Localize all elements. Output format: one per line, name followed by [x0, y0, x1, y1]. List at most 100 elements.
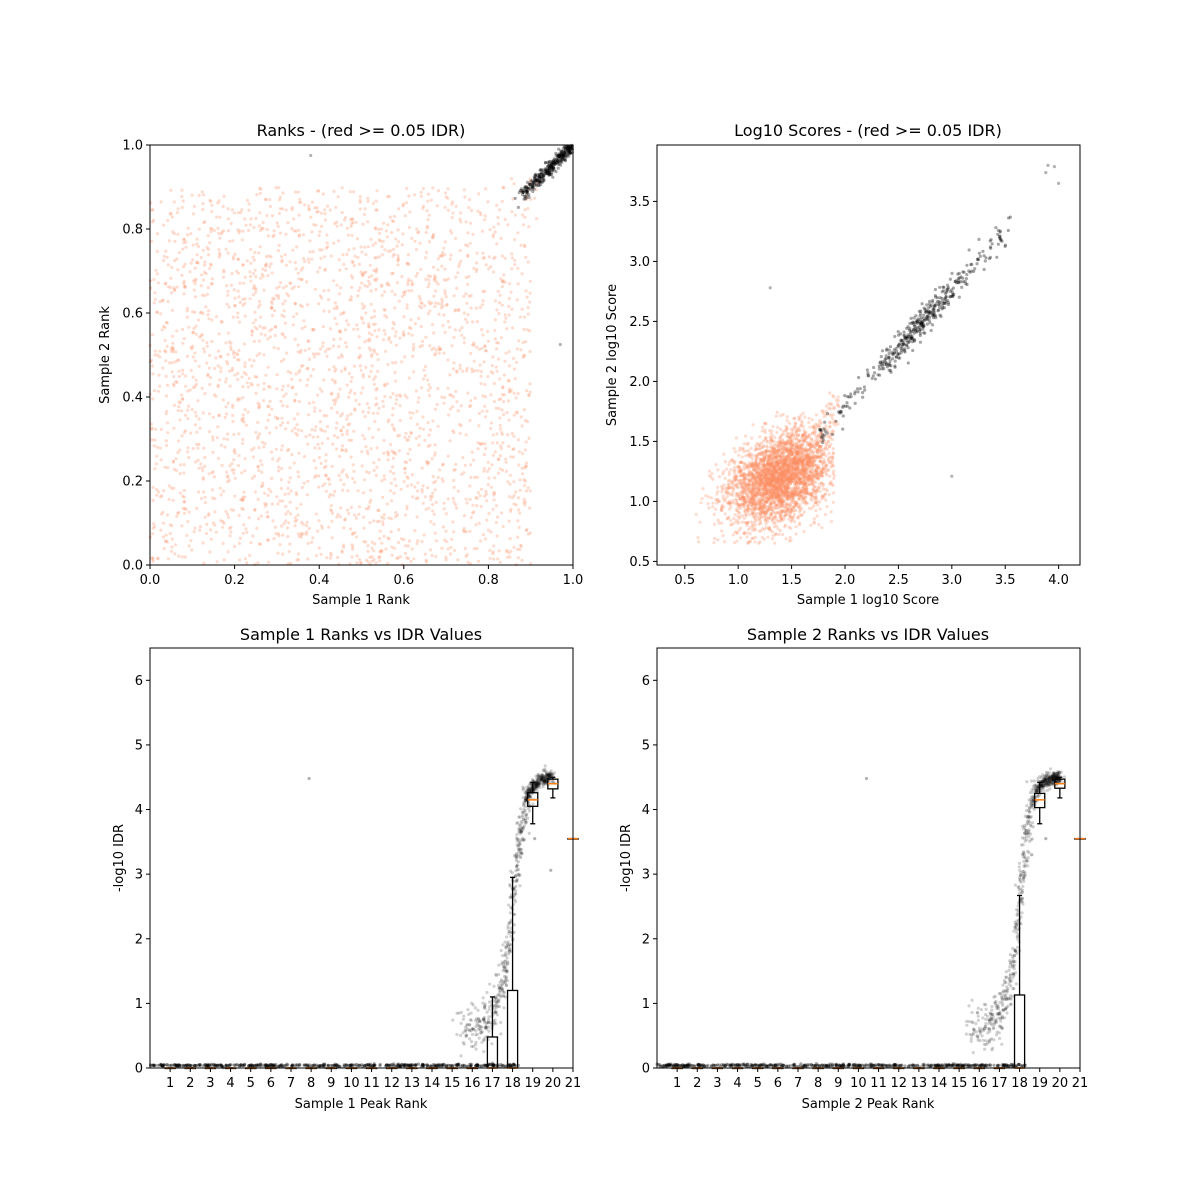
red-point — [483, 404, 487, 408]
red-point — [343, 518, 347, 522]
red-point — [502, 186, 506, 190]
red-point — [216, 456, 221, 460]
red-point — [481, 256, 485, 260]
red-point — [477, 192, 481, 196]
red-point — [198, 525, 202, 529]
red-point — [297, 228, 301, 232]
red-point — [387, 418, 391, 422]
red-point — [485, 499, 489, 503]
red-point — [509, 455, 513, 459]
red-point — [500, 254, 504, 258]
red-point — [268, 431, 272, 435]
red-point — [349, 388, 353, 392]
red-point — [465, 320, 469, 324]
red-point — [383, 477, 387, 481]
red-point — [197, 364, 201, 368]
red-point — [243, 469, 247, 473]
red-point — [241, 531, 245, 535]
red-point — [166, 431, 170, 435]
grey-point — [556, 153, 560, 158]
red-point — [300, 520, 304, 525]
red-point — [233, 303, 237, 308]
red-point — [498, 467, 502, 471]
red-point — [332, 241, 336, 245]
red-point — [424, 277, 428, 281]
red-point — [375, 189, 379, 193]
red-point — [260, 484, 264, 488]
red-point — [356, 489, 360, 493]
red-point — [300, 304, 304, 309]
red-point — [770, 429, 774, 433]
red-point — [377, 555, 381, 560]
red-point — [302, 481, 306, 485]
red-point — [410, 547, 414, 551]
red-point — [384, 229, 388, 233]
red-point — [363, 284, 367, 288]
red-point — [535, 217, 539, 221]
red-point — [375, 277, 379, 281]
red-point — [183, 413, 188, 417]
red-point — [335, 322, 339, 326]
red-point — [203, 270, 207, 274]
red-point — [386, 453, 390, 457]
red-point — [322, 466, 326, 470]
red-point — [175, 211, 179, 215]
red-point — [500, 303, 504, 307]
red-point — [508, 537, 512, 541]
red-point — [204, 305, 208, 309]
red-point — [443, 191, 448, 195]
red-point — [427, 433, 431, 437]
red-point — [498, 560, 502, 565]
red-point — [295, 423, 299, 427]
red-point — [341, 468, 345, 472]
red-point — [504, 460, 508, 464]
red-point — [159, 427, 163, 432]
red-point — [464, 433, 468, 437]
red-point — [522, 501, 526, 505]
red-point — [186, 408, 190, 412]
red-point — [830, 437, 834, 442]
red-point — [171, 459, 175, 463]
red-point — [489, 265, 493, 269]
red-point — [338, 268, 342, 272]
red-point — [368, 500, 372, 504]
red-point — [382, 307, 386, 312]
red-point — [451, 395, 455, 399]
red-point — [493, 450, 497, 454]
red-point — [381, 495, 385, 499]
red-point — [155, 488, 159, 492]
red-point — [367, 324, 371, 328]
red-point — [283, 335, 287, 339]
red-point — [476, 559, 481, 564]
red-point — [151, 372, 155, 376]
grey-point — [547, 164, 551, 168]
red-point — [395, 244, 399, 248]
red-point — [345, 226, 349, 230]
red-point — [221, 229, 226, 233]
red-point — [822, 457, 826, 461]
red-point — [151, 208, 155, 212]
red-point — [373, 322, 377, 326]
red-point — [232, 508, 236, 512]
red-point — [322, 255, 327, 259]
red-point — [339, 312, 343, 316]
red-point — [345, 383, 349, 387]
red-point — [292, 398, 297, 402]
red-point — [494, 365, 498, 369]
red-point — [241, 441, 245, 445]
red-point — [411, 348, 415, 352]
red-point — [193, 266, 197, 270]
red-point — [429, 497, 433, 502]
red-point — [488, 228, 492, 232]
red-point — [335, 515, 339, 519]
red-point — [182, 281, 186, 285]
red-point — [484, 447, 488, 451]
red-point — [482, 256, 486, 260]
red-point — [329, 327, 333, 331]
red-point — [812, 517, 816, 521]
red-point — [178, 472, 182, 476]
grey-point — [527, 195, 531, 199]
red-point — [213, 510, 217, 514]
red-point — [740, 455, 744, 459]
red-point — [171, 498, 175, 502]
